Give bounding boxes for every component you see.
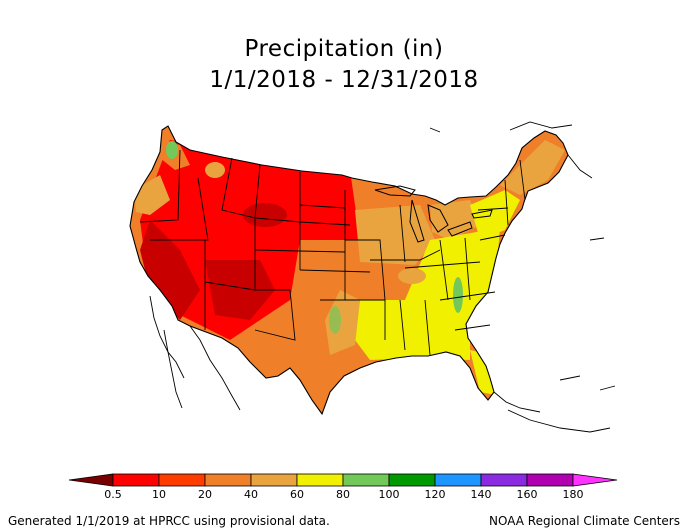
legend-swatch bbox=[250, 473, 298, 487]
legend-swatch bbox=[204, 473, 252, 487]
map-title: Precipitation (in) 1/1/2018 - 12/31/2018 bbox=[0, 34, 688, 96]
title-date-range: 1/1/2018 - 12/31/2018 bbox=[209, 67, 479, 93]
legend-swatch bbox=[342, 473, 390, 487]
legend-swatch bbox=[112, 473, 160, 487]
legend-tick-label: 100 bbox=[379, 488, 400, 501]
legend-swatch bbox=[158, 473, 206, 487]
legend-tick-label: 0.5 bbox=[104, 488, 122, 501]
legend-swatch bbox=[480, 473, 528, 487]
legend-swatch bbox=[388, 473, 436, 487]
legend-tick-label: 60 bbox=[290, 488, 304, 501]
legend-high-arrow bbox=[572, 473, 618, 487]
legend-tick-label: 160 bbox=[517, 488, 538, 501]
legend-tick-label: 10 bbox=[152, 488, 166, 501]
footer-source: NOAA Regional Climate Centers bbox=[489, 514, 680, 528]
legend-low-arrow bbox=[68, 473, 114, 487]
legend-tick-label: 40 bbox=[244, 488, 258, 501]
legend-tick-label: 20 bbox=[198, 488, 212, 501]
legend-swatch bbox=[434, 473, 482, 487]
footer-generated-note: Generated 1/1/2019 at HPRCC using provis… bbox=[8, 514, 330, 528]
legend-tick-label: 120 bbox=[425, 488, 446, 501]
legend-swatch bbox=[526, 473, 574, 487]
legend-tick-label: 140 bbox=[471, 488, 492, 501]
neighboring-coastlines bbox=[149, 121, 616, 433]
title-variable: Precipitation (in) bbox=[244, 36, 444, 62]
legend-tick-label: 80 bbox=[336, 488, 350, 501]
legend-tick-label: 180 bbox=[563, 488, 584, 501]
state-borders bbox=[139, 149, 526, 356]
legend-swatch bbox=[296, 473, 344, 487]
